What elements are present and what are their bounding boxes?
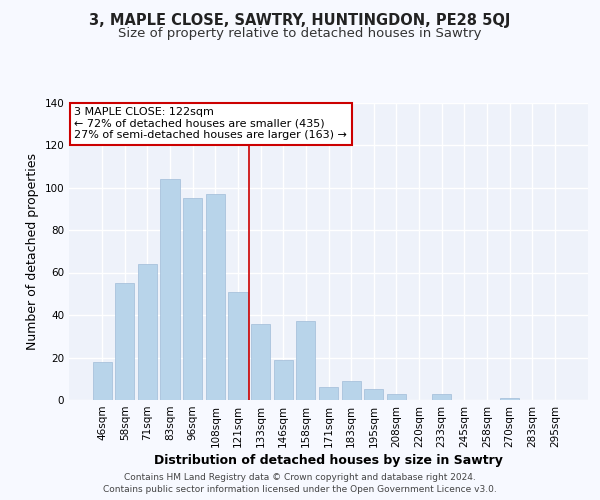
Bar (319, 387, 338, 400)
Bar (274, 360, 293, 400)
Bar (432, 394, 451, 400)
Bar (115, 283, 134, 400)
Bar (92, 362, 112, 400)
Bar (229, 292, 248, 400)
Bar (251, 324, 270, 400)
Y-axis label: Number of detached properties: Number of detached properties (26, 153, 39, 350)
Text: Size of property relative to detached houses in Sawtry: Size of property relative to detached ho… (118, 28, 482, 40)
Bar (138, 264, 157, 400)
Text: Contains HM Land Registry data © Crown copyright and database right 2024.: Contains HM Land Registry data © Crown c… (124, 472, 476, 482)
Bar (341, 381, 361, 400)
Bar (364, 390, 383, 400)
Bar (387, 394, 406, 400)
Text: 3 MAPLE CLOSE: 122sqm
← 72% of detached houses are smaller (435)
27% of semi-det: 3 MAPLE CLOSE: 122sqm ← 72% of detached … (74, 107, 347, 140)
Bar (296, 322, 316, 400)
Text: 3, MAPLE CLOSE, SAWTRY, HUNTINGDON, PE28 5QJ: 3, MAPLE CLOSE, SAWTRY, HUNTINGDON, PE28… (89, 12, 511, 28)
Text: Contains public sector information licensed under the Open Government Licence v3: Contains public sector information licen… (103, 485, 497, 494)
Bar (500, 398, 519, 400)
Bar (160, 179, 180, 400)
X-axis label: Distribution of detached houses by size in Sawtry: Distribution of detached houses by size … (154, 454, 503, 467)
Bar (183, 198, 202, 400)
Bar (206, 194, 225, 400)
